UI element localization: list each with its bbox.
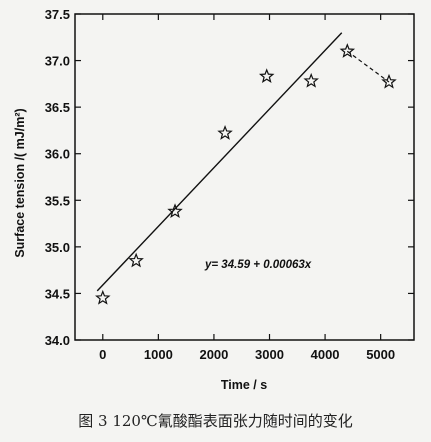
y-tick-labels: 34.0 34.5 35.0 35.5 36.0 36.5 37.0 37.5 <box>45 7 70 348</box>
data-points <box>95 43 397 305</box>
data-point-star <box>381 73 397 89</box>
y-tick-label: 36.0 <box>45 147 70 162</box>
plot-area-frame <box>74 13 415 341</box>
figure-caption: 图 3 120℃氰酸酯表面张力随时间的变化 <box>78 412 353 430</box>
data-point-star <box>339 43 356 58</box>
dashed-trend-segment <box>346 50 390 83</box>
data-point-star <box>128 252 144 268</box>
x-tick-labels: 0 1000 2000 3000 4000 5000 <box>99 347 395 362</box>
y-axis-title: Surface tension /( mJ/m²) <box>13 108 27 257</box>
data-point-star <box>167 203 183 219</box>
x-tick-label: 4000 <box>311 347 340 362</box>
x-tick-label: 1000 <box>144 347 173 362</box>
y-tick-label: 34.0 <box>45 333 70 348</box>
y-tick-label: 35.5 <box>45 193 70 208</box>
axis-ticks <box>75 13 414 341</box>
x-tick-label: 3000 <box>255 347 284 362</box>
y-tick-label: 35.0 <box>45 240 70 255</box>
x-axis-title: Time / s <box>221 378 267 392</box>
data-point-star <box>217 125 233 140</box>
data-point-star <box>95 289 111 305</box>
data-point-star <box>258 68 275 83</box>
data-point-star <box>303 72 319 88</box>
y-tick-label: 37.0 <box>45 54 70 69</box>
x-tick-label: 2000 <box>199 347 228 362</box>
x-tick-label: 0 <box>99 347 106 362</box>
y-tick-label: 37.5 <box>45 7 70 22</box>
y-tick-label: 36.5 <box>45 100 70 115</box>
fit-equation-label: y= 34.59 + 0.00063x <box>204 259 312 271</box>
y-tick-label: 34.5 <box>45 286 70 301</box>
linear-fit-line <box>96 32 343 292</box>
x-tick-label: 5000 <box>366 347 395 362</box>
